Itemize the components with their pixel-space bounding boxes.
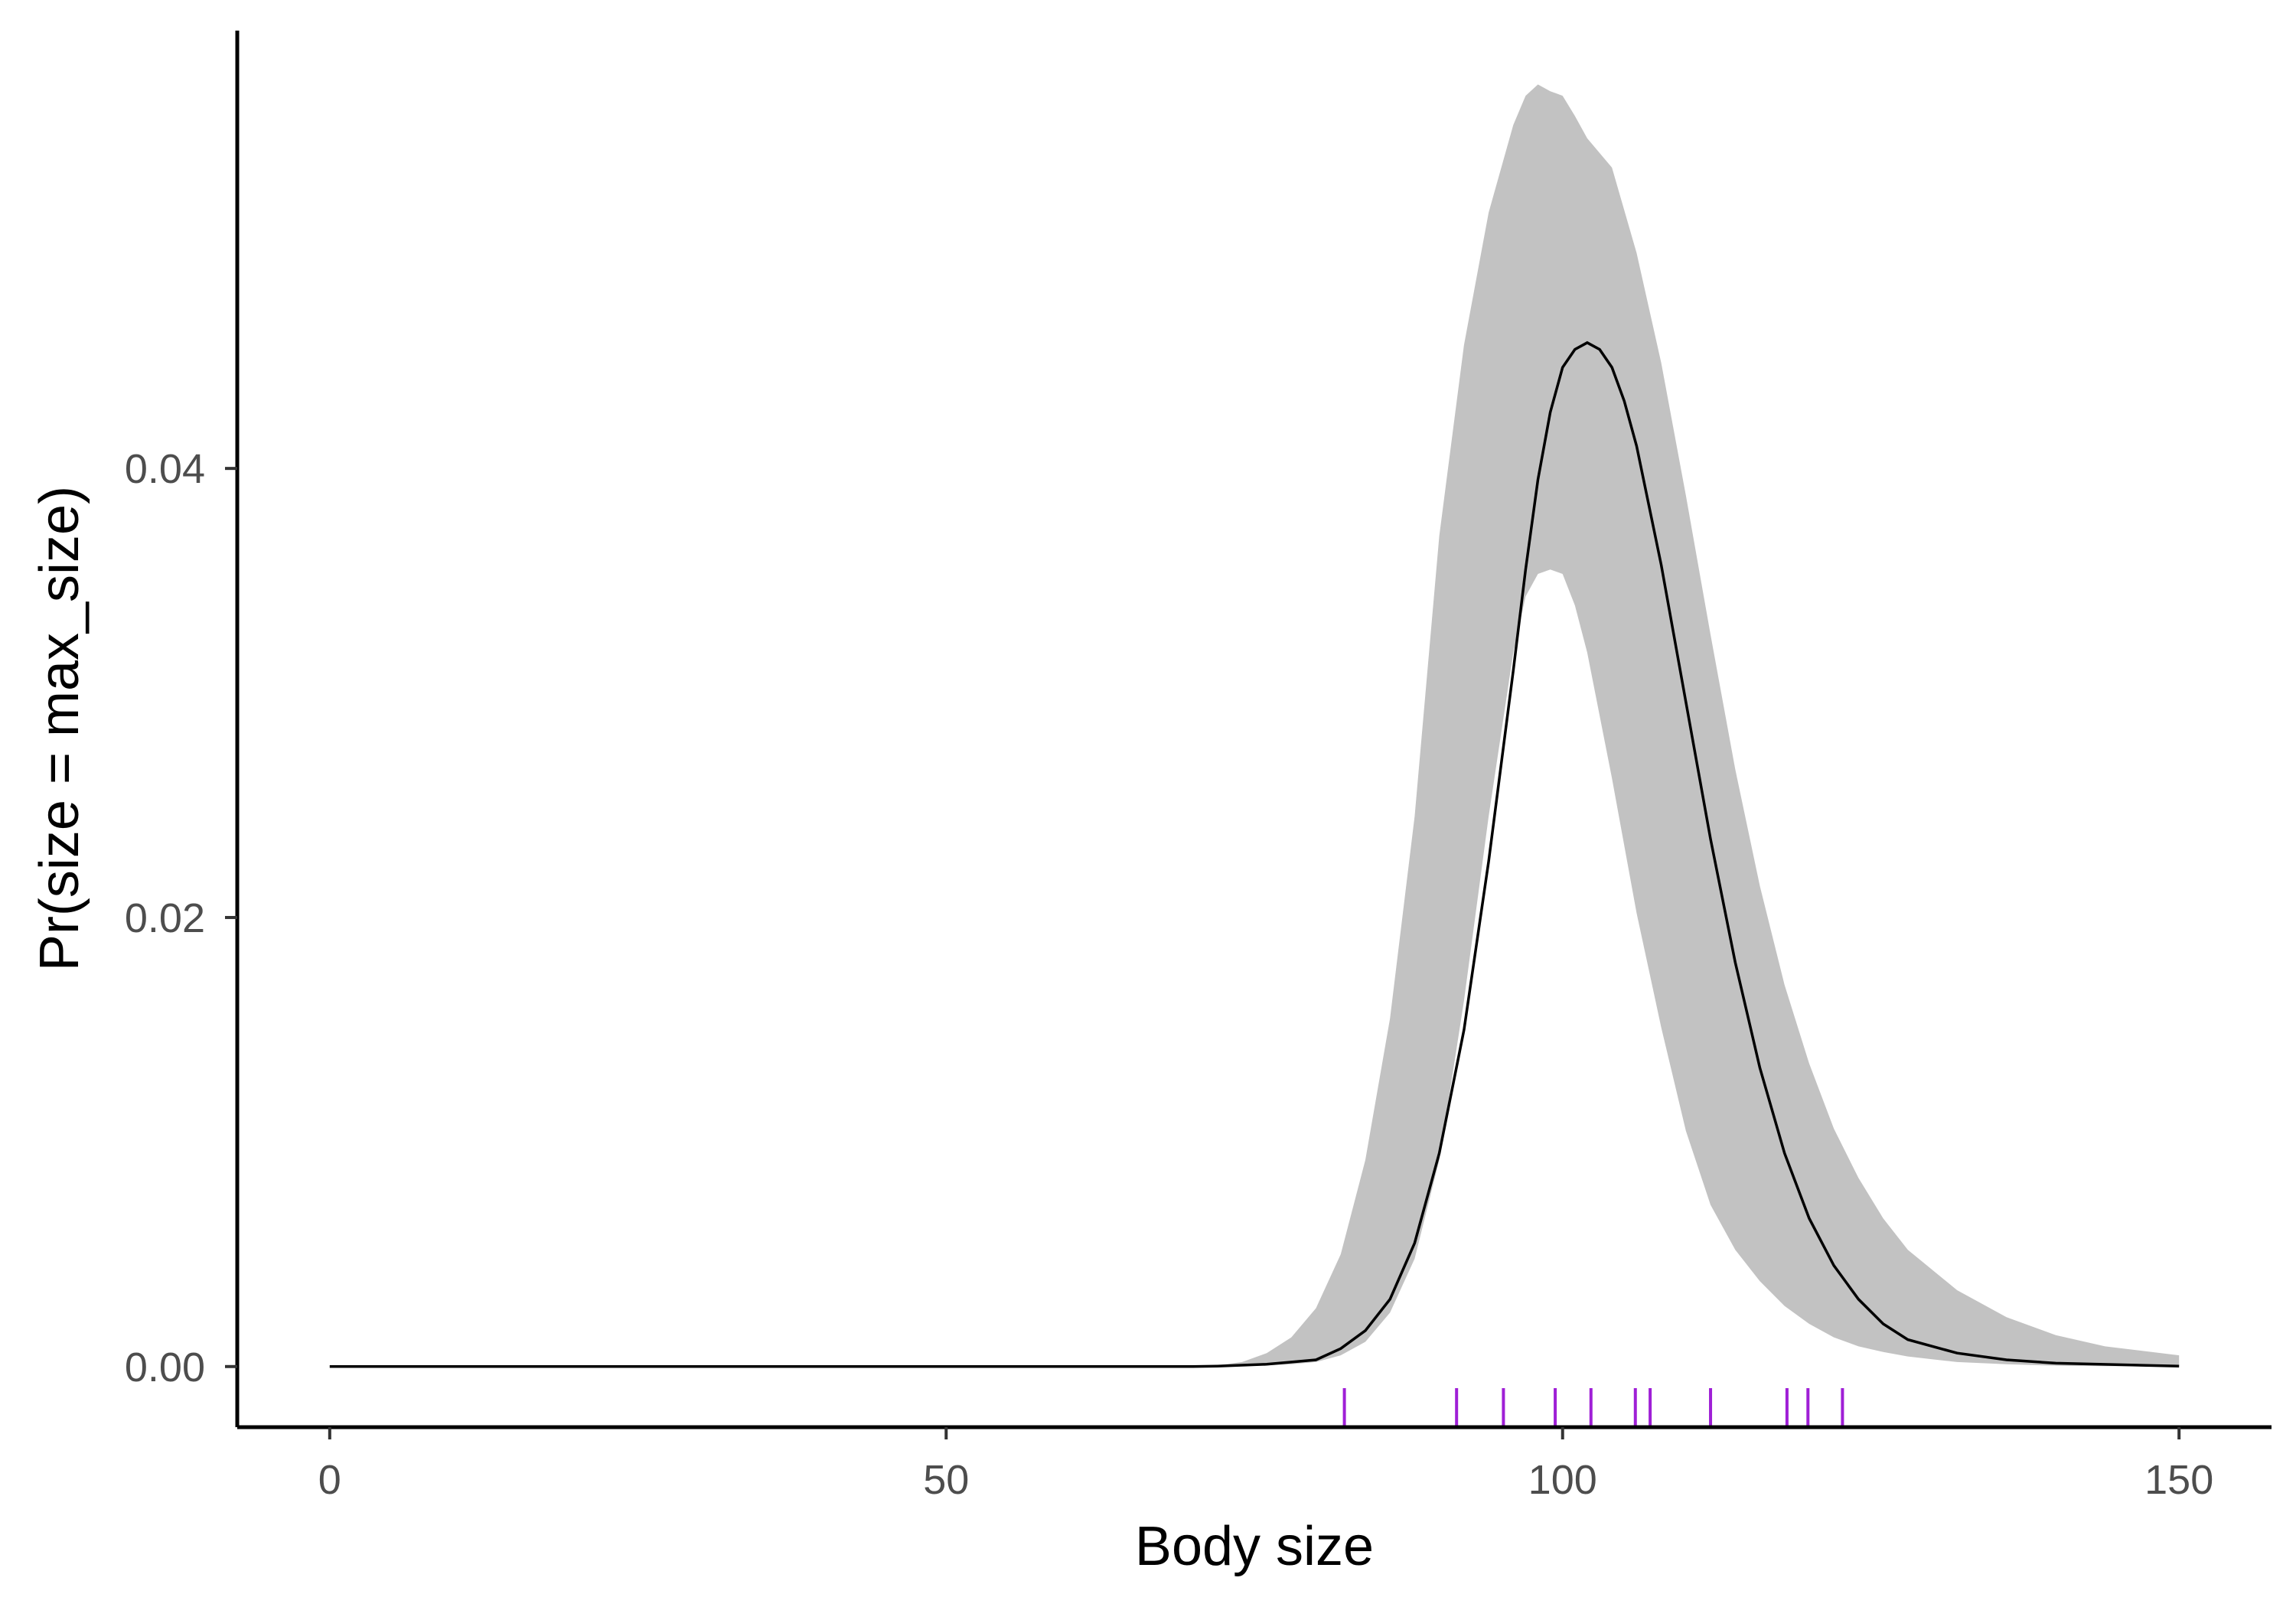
y-tick-label: 0.04 bbox=[125, 446, 205, 492]
x-tick-label: 100 bbox=[1528, 1457, 1597, 1503]
x-tick-label: 0 bbox=[318, 1457, 341, 1503]
x-tick-label: 50 bbox=[923, 1457, 969, 1503]
rug-ticks bbox=[1342, 1388, 1844, 1427]
mean-curve bbox=[329, 341, 2180, 1368]
y-tick-label: 0.02 bbox=[125, 895, 205, 941]
x-tick-label: 150 bbox=[2144, 1457, 2213, 1503]
axes: 0 50 100 150 0.00 0.02 0.04 bbox=[125, 31, 2272, 1503]
x-axis-title: Body size bbox=[1135, 1516, 1374, 1577]
y-tick-label: 0.00 bbox=[125, 1345, 205, 1390]
x-axis-ticks: 0 50 100 150 bbox=[318, 1427, 2213, 1503]
confidence-band bbox=[329, 84, 2180, 1367]
y-axis-ticks: 0.00 0.02 0.04 bbox=[125, 446, 237, 1390]
y-axis-title: Pr(size = max_size) bbox=[29, 486, 90, 971]
plot-area bbox=[329, 84, 2180, 1427]
